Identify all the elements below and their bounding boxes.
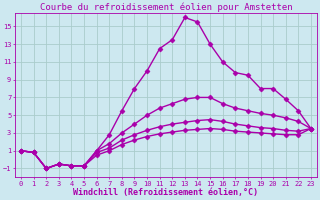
Title: Courbe du refroidissement éolien pour Amstetten: Courbe du refroidissement éolien pour Am…: [40, 3, 292, 12]
X-axis label: Windchill (Refroidissement éolien,°C): Windchill (Refroidissement éolien,°C): [74, 188, 259, 197]
